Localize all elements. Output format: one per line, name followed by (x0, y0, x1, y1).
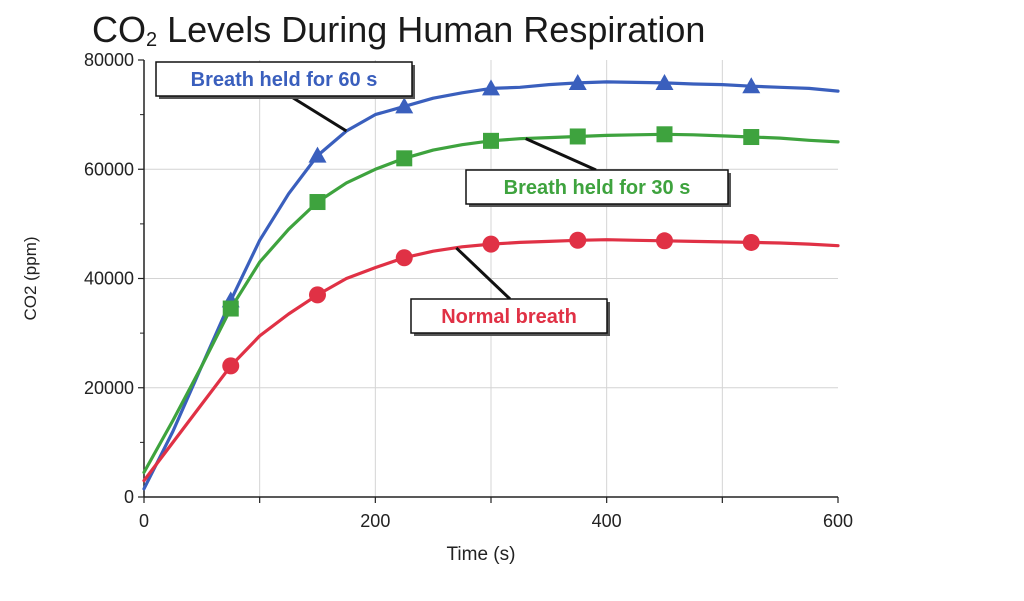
y-axis-label: CO2 (ppm) (21, 236, 40, 320)
data-point-square (569, 128, 586, 145)
data-point-square (743, 129, 760, 146)
annotation-box (155, 61, 413, 97)
annotation-box (465, 169, 729, 205)
data-point-triangle (308, 146, 327, 163)
y-tick-label: 60000 (84, 159, 134, 179)
x-axis-label: Time (s) (447, 544, 516, 565)
annotation-label: Normal breath (441, 306, 577, 328)
annotation-leader-line (525, 137, 597, 172)
data-point-square (483, 132, 499, 149)
data-point-square (222, 300, 239, 317)
series-3 (142, 231, 840, 483)
data-point-circle (742, 233, 760, 251)
annotation-2: Breath held for 30 s (465, 137, 731, 207)
chart-title-rest: Levels During Human Respiration (157, 9, 706, 50)
y-tick-label: 20000 (84, 378, 134, 398)
series-2 (142, 126, 840, 474)
data-point-circle (222, 357, 240, 375)
annotation-label: Breath held for 60 s (191, 69, 378, 91)
annotation-1: Breath held for 60 s (155, 61, 415, 133)
chart-title: CO2 Levels During Human Respiration (92, 8, 705, 62)
annotation-3: Normal breath (410, 246, 610, 336)
data-point-circle (656, 232, 673, 250)
chart-title-subscript: 2 (146, 29, 158, 51)
data-point-square (309, 194, 326, 211)
data-point-square (396, 150, 413, 167)
data-point-triangle (655, 73, 674, 90)
data-point-triangle (568, 73, 587, 90)
y-tick-label: 40000 (84, 269, 134, 289)
x-tick-label: 0 (139, 511, 149, 531)
annotation-leader-line (455, 246, 512, 301)
annotation-label: Breath held for 30 s (504, 177, 691, 199)
x-tick-label: 600 (823, 511, 853, 531)
annotation-leader-line (289, 94, 348, 133)
chart-title-main: CO (92, 9, 146, 50)
y-tick-label: 0 (124, 487, 134, 507)
data-point-triangle (395, 97, 414, 114)
y-tick-label: 80000 (84, 50, 134, 70)
data-point-square (656, 126, 673, 143)
x-tick-label: 400 (592, 511, 622, 531)
grid-lines (144, 60, 838, 497)
x-tick-label: 200 (360, 511, 390, 531)
data-point-circle (569, 231, 587, 249)
data-point-circle (395, 249, 413, 267)
data-point-circle (309, 286, 326, 304)
series-1 (142, 73, 840, 491)
data-point-triangle (482, 79, 500, 96)
annotation-box (410, 298, 608, 334)
data-point-circle (482, 235, 500, 253)
data-point-triangle (742, 77, 761, 94)
